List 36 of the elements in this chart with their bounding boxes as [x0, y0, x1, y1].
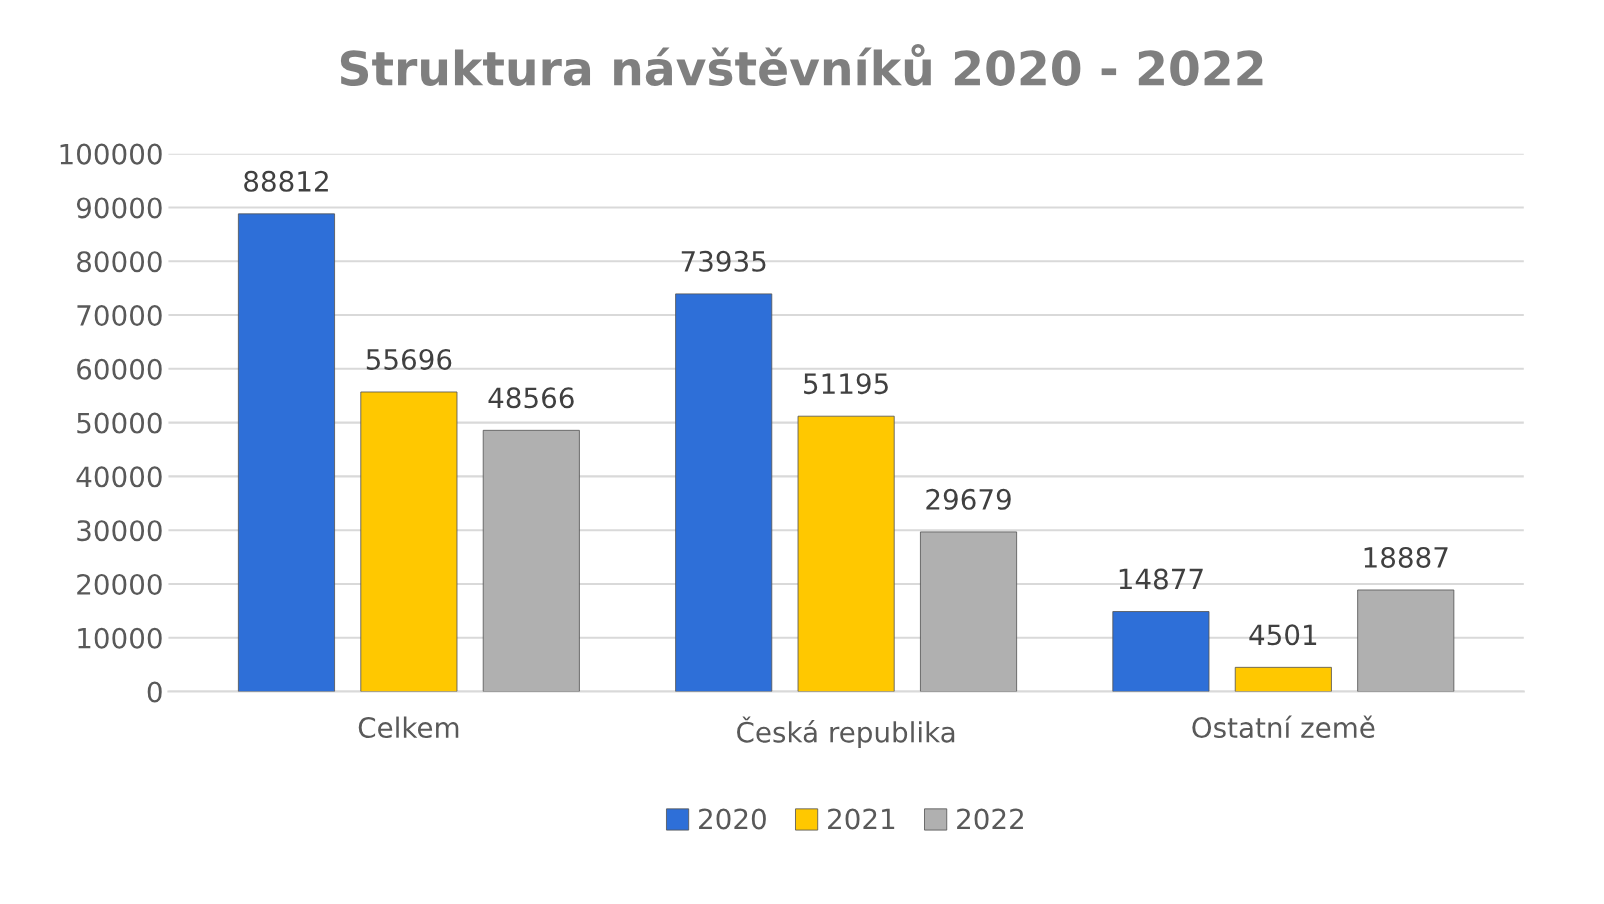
legend-label: 2021: [828, 808, 895, 830]
bar: [237, 213, 335, 692]
y-tick-label: 100000: [60, 143, 162, 165]
data-label: 4501: [1249, 624, 1317, 646]
y-tick-label: 90000: [76, 197, 162, 219]
data-label: 48566: [488, 387, 574, 409]
bar: [1357, 589, 1455, 692]
x-tick-label: Celkem: [358, 716, 459, 739]
y-tick-label: 30000: [77, 520, 162, 542]
y-tick-label: 80000: [77, 251, 162, 273]
y-tick-label: 50000: [77, 412, 162, 434]
legend-label: 2022: [957, 808, 1023, 830]
y-tick-label: 60000: [77, 358, 162, 380]
data-label: 51195: [804, 373, 888, 395]
bar: [482, 429, 580, 692]
y-tick-label: 10000: [78, 627, 162, 649]
bar: [360, 391, 458, 692]
data-label: 29679: [926, 488, 1011, 510]
y-tick-label: 40000: [76, 466, 162, 488]
bar: [1112, 611, 1210, 692]
data-label: 88812: [244, 170, 328, 192]
data-label: 14877: [1119, 568, 1203, 590]
legend-label: 2020: [699, 808, 766, 830]
y-tick-label: 20000: [77, 573, 162, 595]
y-tick-label: 70000: [77, 304, 162, 326]
y-tick-label: 0: [147, 681, 162, 703]
bar: [1234, 666, 1332, 692]
x-tick-label: Česká republika: [737, 716, 955, 749]
data-label: 18887: [1364, 546, 1448, 568]
bar: [920, 531, 1018, 692]
data-label: 55696: [366, 348, 452, 370]
chart-title: Struktura návštěvníků 2020 - 2022: [340, 43, 1263, 87]
x-tick-label: Ostatní země: [1192, 715, 1375, 739]
bar: [797, 415, 895, 692]
data-label: 73935: [681, 250, 766, 272]
bar: [675, 293, 773, 692]
